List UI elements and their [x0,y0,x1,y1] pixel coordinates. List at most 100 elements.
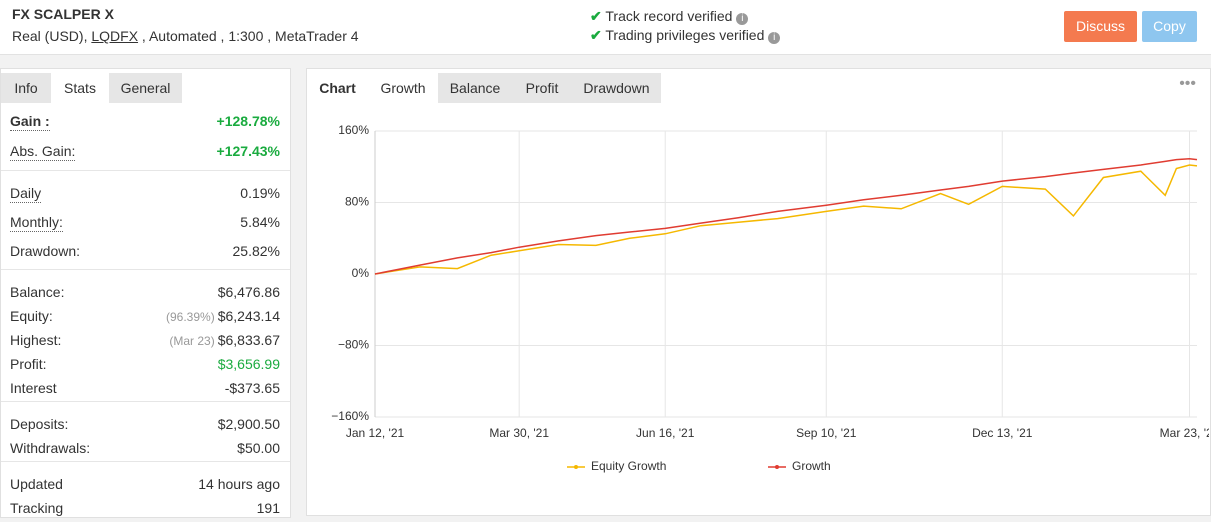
stat-value: +128.78% [217,113,280,129]
stat-value-text: -$373.65 [224,380,280,396]
stats-panel: Info Stats General Gain : +128.78% Abs. Gain:… [0,68,291,518]
legend-label: Equity Growth [591,459,666,473]
stat-value: 191 [257,500,280,516]
chart: −160% −80% 0% 80% 160% Jan 12, '21 Mar 30, '21… [331,123,1209,473]
stat-value: -$373.65 [225,380,280,396]
y-tick-label: 160% [338,123,369,137]
x-tick-label: Mar 30, '21 [489,426,549,440]
stat-value-text: 25.82% [232,243,280,259]
stat-value: 14 hours ago [198,476,280,492]
stat-value: $50.00 [237,440,280,456]
stat-row: Tracking 191 [1,500,290,522]
stat-row: Updated 14 hours ago [1,476,290,498]
stat-label: Gain : [10,113,50,131]
stat-value: (Mar 23) $6,833.67 [169,332,280,348]
stat-value-text: $6,476.86 [217,284,280,300]
stat-row: Highest: (Mar 23) $6,833.67 [1,332,290,354]
x-tick-label: Mar 23, '22 [1160,426,1209,440]
stat-label: Balance: [10,284,65,300]
tab[interactable]: Balance [438,73,512,103]
legend-swatch [574,465,578,469]
stat-value: 5.84% [240,214,280,230]
x-tick-label: Jan 12, '21 [346,426,405,440]
stat-row: Profit: $3,656.99 [1,356,290,378]
stat-value: $3,656.99 [218,356,280,372]
stat-row: Drawdown: 25.82% [1,243,290,265]
stat-value-text: $6,833.67 [217,332,280,348]
stat-row: Monthly: 5.84% [1,214,290,236]
stat-value-text: +128.78% [216,113,280,129]
broker-link[interactable]: LQDFX [91,28,139,44]
y-tick-label: 0% [352,266,370,280]
system-title: FX SCALPER X [12,6,114,22]
tab[interactable]: General [109,73,182,103]
tab[interactable]: Drawdown [572,73,661,103]
legend-swatch [775,465,779,469]
stat-label: Daily [10,185,42,203]
tab[interactable]: Profit [512,73,572,103]
stat-value-text: $2,900.50 [217,416,280,432]
stat-label: Withdrawals: [10,440,91,456]
tab[interactable]: Growth [368,73,438,103]
stat-label: Tracking [10,500,64,516]
account-details: , Automated , 1:300 , MetaTrader 4 [138,28,359,44]
verified-item: ✔ Trading privileges verified i [590,27,781,44]
header: FX SCALPER X Real (USD), LQDFX , Automat… [0,0,1211,55]
stat-label: Drawdown: [10,243,81,259]
stat-row: Abs. Gain: +127.43% [1,143,290,165]
stat-value: (96.39%) $6,243.14 [166,308,280,324]
verified-item: ✔ Track record verified i [590,8,749,25]
stat-label: Highest: [10,332,62,348]
stat-row: Interest -$373.65 [1,380,290,402]
stat-value-text: +127.43% [216,143,280,159]
separator [1,170,290,171]
separator [1,401,290,402]
x-tick-label: Sep 10, '21 [796,426,857,440]
tab[interactable]: Info [1,73,51,103]
stat-value: $2,900.50 [218,416,280,432]
discuss-button[interactable]: Discuss [1064,11,1137,42]
verified-text: Trading privileges verified [605,27,765,43]
stat-value: 25.82% [233,243,280,259]
stat-note: (96.39%) [166,310,215,324]
series-line [374,164,1198,275]
x-tick-label: Jun 16, '21 [636,426,695,440]
stat-label: Deposits: [10,416,69,432]
stat-value-text: $50.00 [237,440,280,456]
y-tick-label: 80% [345,195,369,209]
stat-label: Equity: [10,308,53,324]
stat-label: Interest [10,380,57,396]
y-tick-label: −160% [331,409,369,423]
account-type: Real (USD), [12,28,92,44]
x-tick-label: Dec 13, '21 [972,426,1033,440]
stat-label: Monthly: [10,214,63,232]
stat-value-text: $6,243.14 [217,308,280,324]
stat-value-text: 0.19% [240,185,280,201]
stat-value: 0.19% [240,185,280,201]
stat-row: Daily 0.19% [1,185,290,207]
stat-value-text: $3,656.99 [217,356,280,372]
stat-row: Withdrawals: $50.00 [1,440,290,462]
stat-row: Gain : +128.78% [1,113,290,135]
stat-value-text: 14 hours ago [198,476,280,492]
stat-value-text: 5.84% [240,214,280,230]
account-info: Real (USD), LQDFX , Automated , 1:300 , … [12,28,359,44]
separator [1,461,290,462]
legend-label: Growth [792,459,831,473]
stat-label: Abs. Gain: [10,143,76,161]
stat-value: $6,476.86 [218,284,280,300]
copy-button[interactable]: Copy [1142,11,1197,42]
series-line [374,157,1198,275]
stat-label: Updated [10,476,63,492]
stat-row: Equity: (96.39%) $6,243.14 [1,308,290,330]
menu-dots[interactable]: ••• [1179,75,1196,92]
stat-value: +127.43% [217,143,280,159]
y-tick-label: −80% [338,338,369,352]
chart-panel: ••• Chart Growth Balance Profit Drawdown [306,68,1211,516]
tab[interactable]: Stats [51,73,109,103]
stat-row: Balance: $6,476.86 [1,284,290,306]
tab: Chart [319,80,356,96]
verified-text: Track record verified [605,8,733,24]
stat-label: Profit: [10,356,47,372]
